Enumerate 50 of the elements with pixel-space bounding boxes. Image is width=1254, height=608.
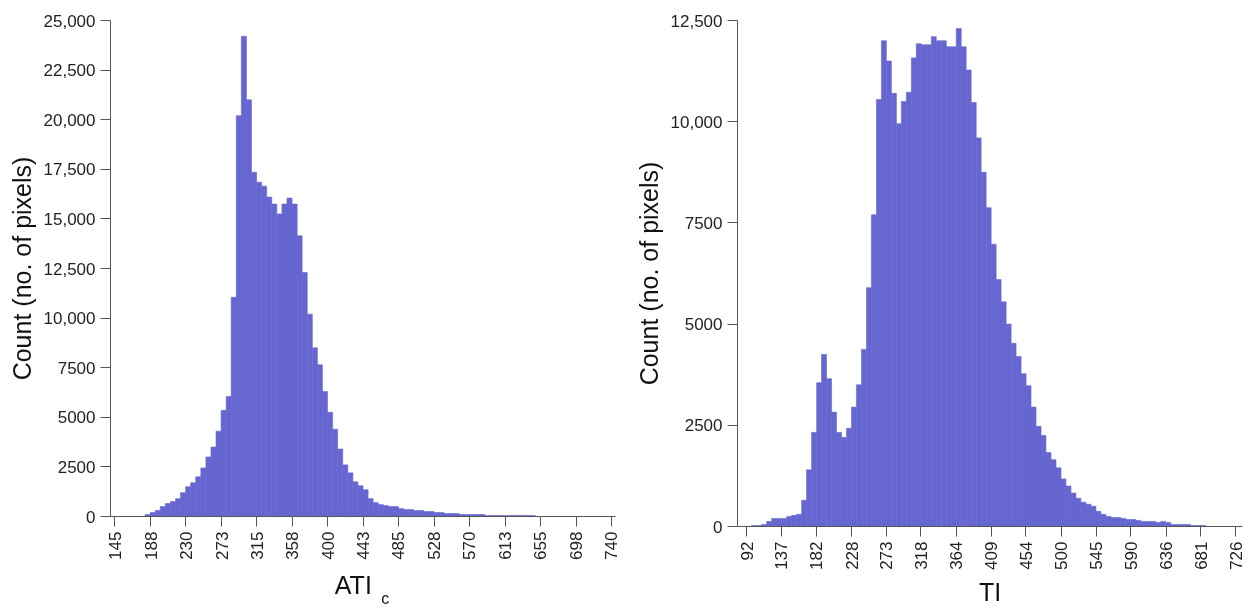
y-tick-label: 20,000 bbox=[43, 110, 96, 130]
x-tick-label: 358 bbox=[283, 531, 303, 560]
y-axis-title: Count (no. of pixels) bbox=[634, 161, 663, 386]
x-tick-label: 228 bbox=[842, 541, 862, 570]
y-tick-label: 17,500 bbox=[43, 160, 96, 180]
y-tick-label: 15,000 bbox=[43, 209, 96, 229]
y-tick-label: 12,500 bbox=[670, 11, 723, 31]
x-tick-label: 443 bbox=[354, 531, 374, 560]
x-tick-label: 230 bbox=[176, 531, 196, 560]
x-tick-label: 318 bbox=[912, 541, 931, 570]
x-tick-label: 273 bbox=[212, 531, 232, 560]
x-tick-label: 613 bbox=[496, 531, 516, 560]
y-tick-label: 2500 bbox=[57, 457, 96, 477]
y-tick-label: 22,500 bbox=[43, 61, 96, 81]
x-tick-label: 273 bbox=[877, 541, 897, 570]
x-tick-label: 92 bbox=[737, 541, 757, 561]
y-tick-label: 7500 bbox=[57, 358, 96, 378]
y-tick-label: 7500 bbox=[684, 213, 723, 233]
y-axis-title: Count (no. of pixels) bbox=[7, 156, 36, 381]
y-tick-label: 0 bbox=[713, 517, 723, 537]
x-tick-label: 698 bbox=[567, 531, 587, 560]
x-tick-label: 485 bbox=[389, 531, 409, 560]
x-tick-label: 500 bbox=[1052, 541, 1072, 570]
y-tick-label: 2500 bbox=[684, 416, 723, 436]
x-tick-label: 655 bbox=[531, 531, 551, 560]
x-tick-label: 528 bbox=[425, 531, 445, 560]
x-tick-label: 188 bbox=[141, 531, 161, 560]
x-axis-title: TI bbox=[978, 577, 1002, 606]
y-tick-label: 10,000 bbox=[43, 309, 96, 329]
x-tick-label: 740 bbox=[602, 531, 622, 560]
x-tick-label: 137 bbox=[772, 541, 792, 570]
x-tick-label: 570 bbox=[460, 531, 480, 560]
x-tick-label: 182 bbox=[807, 541, 827, 570]
y-tick-label: 5000 bbox=[684, 315, 723, 335]
x-tick-label: 409 bbox=[982, 541, 1002, 570]
x-tick-label: 400 bbox=[318, 531, 338, 560]
x-tick-label: 590 bbox=[1121, 541, 1141, 570]
x-tick-label: 545 bbox=[1087, 541, 1107, 570]
x-tick-label: 454 bbox=[1016, 541, 1036, 570]
x-tick-label: 636 bbox=[1157, 541, 1177, 570]
x-tick-label: 364 bbox=[947, 541, 967, 570]
y-tick-label: 0 bbox=[86, 507, 96, 527]
y-tick-label: 10,000 bbox=[670, 112, 723, 132]
y-tick-label: 5000 bbox=[57, 408, 96, 428]
y-tick-label: 12,500 bbox=[43, 259, 96, 279]
x-tick-label: 145 bbox=[105, 531, 125, 560]
y-tick-label: 25,000 bbox=[43, 11, 96, 31]
x-tick-label: 681 bbox=[1191, 541, 1211, 570]
x-tick-label: 726 bbox=[1226, 541, 1246, 570]
x-tick-label: 315 bbox=[247, 531, 267, 560]
